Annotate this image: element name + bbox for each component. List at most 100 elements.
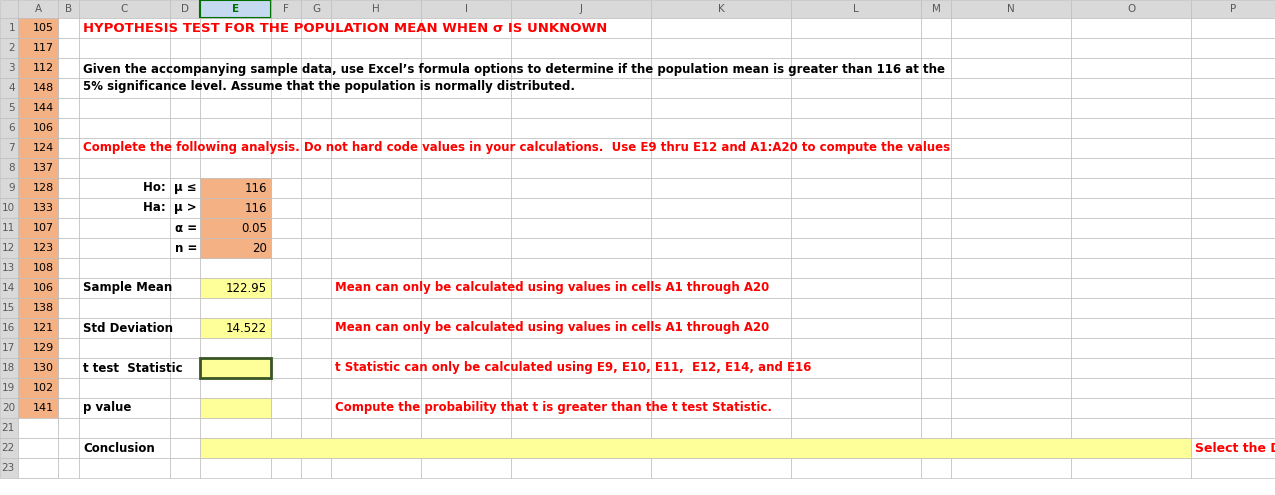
Bar xyxy=(511,38,652,58)
Bar xyxy=(18,18,57,38)
Bar xyxy=(421,438,511,458)
Bar xyxy=(301,318,332,338)
Bar xyxy=(170,378,200,398)
Bar xyxy=(170,318,200,338)
Bar xyxy=(951,158,1071,178)
Bar xyxy=(1191,358,1275,378)
Bar xyxy=(170,278,200,298)
Bar xyxy=(57,198,79,218)
Bar xyxy=(921,78,951,98)
Bar xyxy=(18,298,57,318)
Bar xyxy=(170,438,200,458)
Bar xyxy=(421,458,511,478)
Text: 112: 112 xyxy=(33,63,54,73)
Bar xyxy=(790,238,921,258)
Bar xyxy=(18,198,57,218)
Bar xyxy=(18,358,57,378)
Bar xyxy=(951,398,1071,418)
Bar xyxy=(921,378,951,398)
Bar xyxy=(1191,58,1275,78)
Bar xyxy=(272,38,301,58)
Bar xyxy=(18,58,57,78)
Bar xyxy=(18,118,57,138)
Bar xyxy=(1191,418,1275,438)
Bar xyxy=(652,158,790,178)
Bar xyxy=(272,18,301,38)
Text: 138: 138 xyxy=(33,303,54,313)
Bar xyxy=(170,218,200,238)
Bar xyxy=(272,238,301,258)
Bar xyxy=(951,238,1071,258)
Bar xyxy=(332,418,421,438)
Bar xyxy=(0,278,18,298)
Bar xyxy=(18,238,57,258)
Bar xyxy=(18,178,57,198)
Bar xyxy=(652,78,790,98)
Bar xyxy=(921,138,951,158)
Bar xyxy=(79,38,170,58)
Bar xyxy=(790,218,921,238)
Bar xyxy=(921,318,951,338)
Bar xyxy=(421,118,511,138)
Bar xyxy=(951,138,1071,158)
Bar xyxy=(0,258,18,278)
Bar xyxy=(18,398,57,418)
Bar xyxy=(332,238,421,258)
Bar xyxy=(511,138,652,158)
Bar xyxy=(18,258,57,278)
Text: 17: 17 xyxy=(1,343,15,353)
Bar xyxy=(200,138,272,158)
Bar xyxy=(79,178,170,198)
Bar xyxy=(511,218,652,238)
Bar xyxy=(1071,118,1191,138)
Text: 122.95: 122.95 xyxy=(226,282,266,295)
Bar xyxy=(272,98,301,118)
Bar xyxy=(332,398,421,418)
Bar xyxy=(332,158,421,178)
Text: 0.05: 0.05 xyxy=(241,221,266,235)
Bar xyxy=(1191,278,1275,298)
Text: G: G xyxy=(312,4,320,14)
Bar xyxy=(332,338,421,358)
Bar xyxy=(421,18,511,38)
Bar xyxy=(652,178,790,198)
Bar xyxy=(1071,38,1191,58)
Bar xyxy=(79,238,170,258)
Bar xyxy=(1071,398,1191,418)
Bar xyxy=(951,358,1071,378)
Text: 108: 108 xyxy=(33,263,54,273)
Bar xyxy=(921,438,951,458)
Bar xyxy=(332,98,421,118)
Bar xyxy=(170,178,200,198)
Bar xyxy=(511,118,652,138)
Bar xyxy=(200,238,272,258)
Text: 4: 4 xyxy=(9,83,15,93)
Bar xyxy=(1071,318,1191,338)
Bar xyxy=(921,218,951,238)
Bar xyxy=(511,278,652,298)
Bar xyxy=(79,58,170,78)
Bar xyxy=(652,318,790,338)
Bar xyxy=(170,258,200,278)
Bar xyxy=(18,338,57,358)
Text: 137: 137 xyxy=(33,163,54,173)
Bar xyxy=(301,18,332,38)
Bar xyxy=(0,178,18,198)
Bar xyxy=(79,438,170,458)
Bar xyxy=(272,218,301,238)
Bar xyxy=(57,118,79,138)
Text: P: P xyxy=(1230,4,1237,14)
Bar xyxy=(301,38,332,58)
Bar xyxy=(1191,298,1275,318)
Text: Conclusion: Conclusion xyxy=(83,442,154,454)
Bar xyxy=(1071,258,1191,278)
Bar xyxy=(921,0,951,18)
Text: 22: 22 xyxy=(1,443,15,453)
Bar xyxy=(790,418,921,438)
Text: Complete the following analysis. Do not hard code values in your calculations.  : Complete the following analysis. Do not … xyxy=(83,142,950,154)
Bar xyxy=(1071,198,1191,218)
Bar xyxy=(951,38,1071,58)
Text: H: H xyxy=(372,4,380,14)
Bar xyxy=(18,418,57,438)
Bar xyxy=(272,338,301,358)
